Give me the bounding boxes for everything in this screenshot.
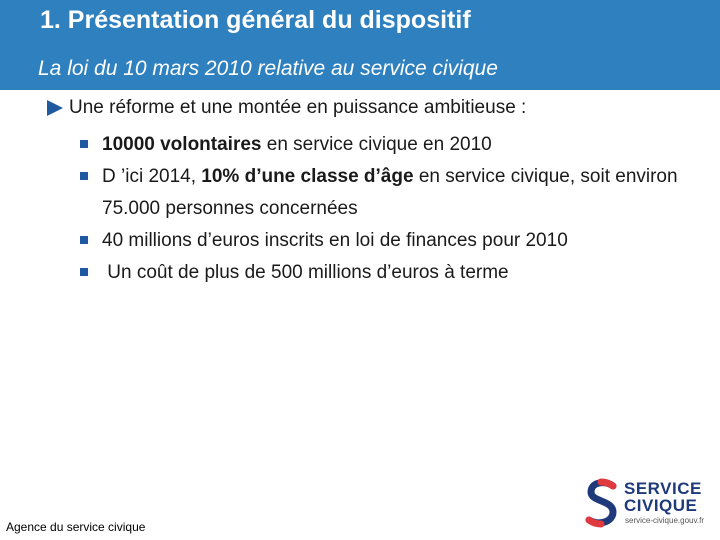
title-bar: 1. Présentation général du dispositif La… <box>0 0 720 90</box>
footer-text: Agence du service civique <box>6 520 146 534</box>
item-text: en service civique en 2010 <box>261 134 492 155</box>
bullet-list: 10000 volontaires en service civique en … <box>47 129 707 289</box>
item-text: en service civique, soit environ 75.000 … <box>102 166 678 219</box>
square-bullet-icon <box>80 172 88 180</box>
slide-body: Une réforme et une montée en puissance a… <box>47 97 707 289</box>
item-text: 40 millions d’euros inscrits en loi de f… <box>102 230 568 251</box>
list-item: 40 millions d’euros inscrits en loi de f… <box>47 225 707 257</box>
square-bullet-icon <box>80 140 88 148</box>
list-item: Un coût de plus de 500 millions d’euros … <box>47 257 707 289</box>
list-item: 10000 volontaires en service civique en … <box>47 129 707 161</box>
logo-text-civique: CIVIQUE <box>624 496 698 515</box>
lead-item: Une réforme et une montée en puissance a… <box>47 97 707 129</box>
item-text: Un coût de plus de 500 millions d’euros … <box>102 262 509 283</box>
item-text: D ’ici 2014, <box>102 166 202 187</box>
logo-text-service: SERVICE <box>624 479 702 498</box>
bold-text: 10% d’une classe d’âge <box>201 166 414 187</box>
square-bullet-icon <box>80 236 88 244</box>
slide-subtitle: La loi du 10 mars 2010 relative au servi… <box>38 57 498 80</box>
logo-url: service-civique.gouv.fr <box>625 516 704 525</box>
square-bullet-icon <box>80 268 88 276</box>
list-item: D ’ici 2014, 10% d’une classe d’âge en s… <box>47 161 707 225</box>
logo-s-icon <box>585 478 617 528</box>
bold-text: 10000 volontaires <box>102 134 262 155</box>
service-civique-logo: SERVICE CIVIQUE service-civique.gouv.fr <box>583 478 713 528</box>
lead-text: Une réforme et une montée en puissance a… <box>69 97 527 118</box>
slide-title: 1. Présentation général du dispositif <box>40 6 471 34</box>
triangle-bullet-icon <box>47 100 63 116</box>
